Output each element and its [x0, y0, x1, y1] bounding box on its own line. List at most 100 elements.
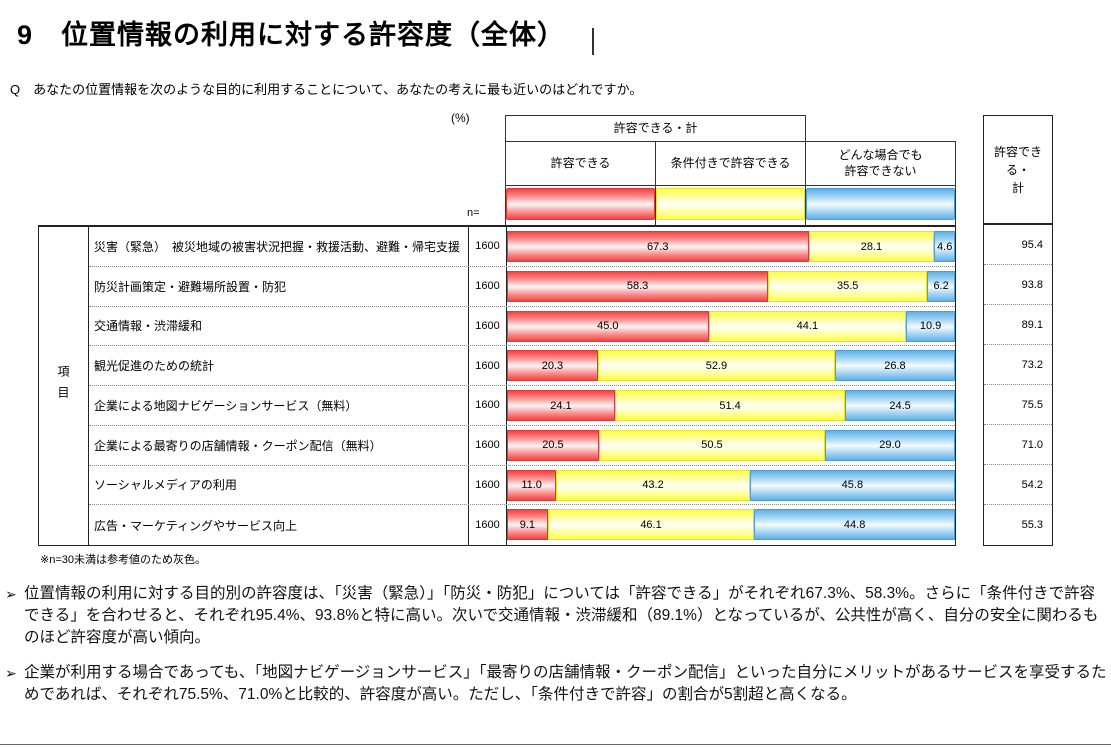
- row-label: ソーシャルメディアの利用: [94, 478, 237, 493]
- bar-segment-allow: 11.0: [507, 469, 557, 501]
- bar-segment-conditional: 51.4: [614, 390, 846, 421]
- row-n: 1600: [468, 425, 506, 465]
- row-bar: 24.1 51.4 24.5: [506, 386, 955, 425]
- total-value: 55.3: [1021, 519, 1043, 531]
- bar-value: 43.2: [642, 479, 664, 491]
- page-title: 9 位置情報の利用に対する許容度（全体）: [17, 20, 566, 50]
- bar-value: 6.2: [933, 280, 949, 293]
- row-bar: 45.0 44.1 10.9: [506, 306, 955, 346]
- legend-label-never: どんな場合でも 許容できない: [805, 141, 956, 186]
- row-n: 1600: [468, 346, 506, 385]
- total-value: 93.8: [984, 265, 1052, 305]
- bar-segment-allow: 20.5: [507, 429, 599, 461]
- bar-segment-never: 10.9: [906, 310, 955, 342]
- row-n: 1600: [468, 386, 506, 425]
- row-n: 1600: [468, 465, 506, 505]
- bar-segment-conditional: 43.2: [556, 469, 750, 501]
- bullet-arrow-icon: ➢: [5, 586, 17, 602]
- row-label: 防災計画策定・避難場所設置・防犯: [94, 279, 287, 294]
- total-value: 54.2: [984, 465, 1052, 505]
- bar-segment-conditional: 46.1: [547, 509, 755, 541]
- bar-segment-conditional: 52.9: [597, 350, 835, 382]
- legend-group-header: 許容できる・計: [505, 115, 806, 142]
- survey-question: Q あなたの位置情報を次のような目的に利用することについて、あなたの考えに最も近…: [10, 82, 643, 97]
- total-value: 75.5: [984, 385, 1052, 425]
- stacked-bar: 24.1 51.4 24.5: [507, 390, 955, 421]
- bar-value: 35.5: [836, 280, 859, 293]
- row-bar: 20.3 52.9 26.8: [506, 346, 955, 385]
- row-label: 企業による最寄りの店舗情報・クーポン配信（無料）: [94, 438, 382, 453]
- row-n: 1600: [468, 505, 506, 545]
- bar-segment-conditional: 50.5: [598, 429, 826, 461]
- category-axis-title: 項目: [39, 227, 89, 545]
- bar-segment-conditional: 28.1: [808, 231, 935, 262]
- bar-value: 9.1: [519, 518, 536, 531]
- row-n: 1600: [468, 306, 506, 346]
- bullet-text: 位置情報の利用に対する目的別の許容度は、「災害（緊急）」「防災・防犯」については…: [24, 585, 1099, 646]
- table-row: ソーシャルメディアの利用 1600 11.0 43.2 45.8: [89, 465, 955, 506]
- bar-value: 44.1: [796, 320, 819, 332]
- bar-value: 44.8: [843, 518, 866, 531]
- bar-segment-never: 44.8: [754, 509, 955, 541]
- legend-label-allow: 許容できる: [505, 141, 656, 186]
- chart-table: 項目 災害（緊急） 被災地域の被害状況把握・救援活動、避難・帰宅支援 1600 …: [38, 225, 956, 546]
- bar-value: 11.0: [521, 479, 542, 491]
- totals-column: 許容できる・ 計 95.4 93.8 89.1 73.2 75.5 71.0 54.2 55.…: [983, 115, 1053, 546]
- table-row: 企業による最寄りの店舗情報・クーポン配信（無料） 1600 20.5 50.5 …: [89, 425, 955, 466]
- bar-segment-allow: 45.0: [507, 310, 709, 342]
- bar-value: 45.8: [841, 479, 864, 491]
- row-label: 広告・マーケティングやサービス向上: [94, 518, 298, 533]
- bullet-item: ➢ 位置情報の利用に対する目的別の許容度は、「災害（緊急）」「防災・防犯」につい…: [5, 583, 1107, 649]
- stacked-bar: 67.3 28.1 4.6: [507, 231, 955, 262]
- bar-segment-allow: 67.3: [507, 231, 809, 262]
- red-swatch-icon: [506, 188, 655, 220]
- table-row: 災害（緊急） 被災地域の被害状況把握・救援活動、避難・帰宅支援 1600 67.…: [89, 227, 955, 267]
- summary-bullets: ➢ 位置情報の利用に対する目的別の許容度は、「災害（緊急）」「防災・防犯」につい…: [5, 583, 1107, 719]
- legend-swatch-conditional: [655, 185, 806, 225]
- bar-segment-allow: 20.3: [507, 350, 598, 382]
- table-row: 観光促進のための統計 1600 20.3 52.9 26.8: [89, 346, 955, 386]
- row-bar: 58.3 35.5 6.2: [506, 266, 955, 306]
- bar-value: 26.8: [884, 359, 906, 372]
- percent-unit-label: (%): [451, 111, 470, 125]
- bar-value: 29.0: [879, 439, 901, 452]
- row-bar: 9.1 46.1 44.8: [506, 505, 955, 545]
- stacked-bar: 20.5 50.5 29.0: [507, 429, 955, 461]
- bar-value: 20.5: [542, 439, 564, 452]
- bar-value: 24.5: [889, 399, 911, 412]
- bar-value: 28.1: [860, 240, 883, 253]
- bar-segment-never: 6.2: [927, 270, 955, 302]
- legend-label-conditional: 条件付きで許容できる: [655, 141, 806, 186]
- table-row: 企業による地図ナビゲーションサービス（無料） 1600 24.1 51.4 24…: [89, 386, 955, 426]
- bullet-item: ➢ 企業が利用する場合であっても、「地図ナビゲージョンサービス」「最寄りの店舗情…: [5, 662, 1107, 706]
- bar-segment-allow: 58.3: [507, 270, 769, 302]
- bar-value: 52.9: [705, 359, 728, 372]
- stacked-bar: 9.1 46.1 44.8: [507, 509, 955, 541]
- bullet-arrow-icon: ➢: [5, 665, 17, 681]
- row-n: 1600: [468, 227, 506, 266]
- totals-column-header: 許容できる・ 計: [984, 116, 1052, 225]
- legend-swatch-allow: [505, 185, 656, 225]
- row-label: 災害（緊急） 被災地域の被害状況把握・救援活動、避難・帰宅支援: [94, 239, 461, 254]
- yellow-swatch-icon: [656, 188, 805, 220]
- bullet-text: 企業が利用する場合であっても、「地図ナビゲージョンサービス」「最寄りの店舗情報・…: [24, 664, 1107, 703]
- bar-value: 51.4: [719, 399, 741, 412]
- bar-value: 58.3: [626, 280, 649, 293]
- row-label: 交通情報・渋滞緩和: [94, 319, 203, 334]
- bar-value: 20.3: [541, 359, 564, 372]
- bar-segment-never: 26.8: [834, 350, 955, 382]
- bar-value: 4.6: [937, 240, 953, 253]
- bar-value: 67.3: [647, 240, 669, 253]
- stacked-bar: 58.3 35.5 6.2: [507, 270, 955, 302]
- stacked-bar: 11.0 43.2 45.8: [507, 469, 955, 501]
- bar-segment-never: 24.5: [845, 390, 955, 421]
- total-value: 73.2: [984, 345, 1052, 385]
- bar-segment-conditional: 44.1: [708, 310, 907, 342]
- bar-value: 50.5: [701, 439, 723, 452]
- stacked-bar: 20.3 52.9 26.8: [507, 350, 955, 382]
- row-bar: 20.5 50.5 29.0: [506, 425, 955, 465]
- footnote: ※n=30未満は参考値のため灰色。: [40, 554, 206, 566]
- bar-segment-allow: 9.1: [507, 509, 548, 541]
- row-bar: 67.3 28.1 4.6: [506, 227, 955, 266]
